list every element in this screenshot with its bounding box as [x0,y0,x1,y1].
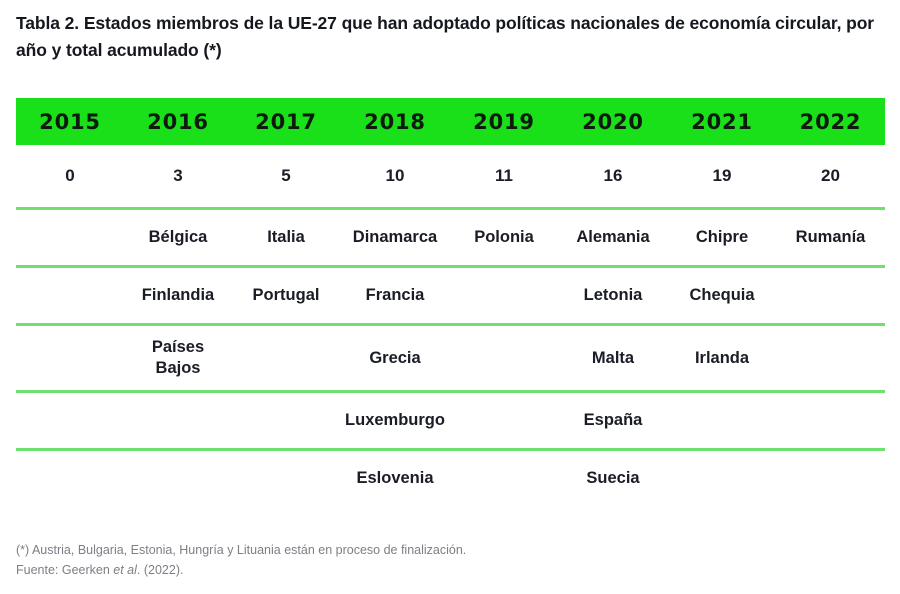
country-label: Francia [365,286,425,304]
country-cell [450,265,558,325]
country-label: Letonia [583,286,643,304]
country-label: Chequia [689,286,755,304]
country-cell [668,448,776,506]
country-label: Alemania [576,228,650,246]
column-header-year: 2022 [776,98,885,145]
country-cell: España [558,390,668,450]
country-cell [16,207,124,267]
country-cell: Suecia [558,448,668,506]
country-cell: Luxemburgo [340,390,450,450]
country-label: Bélgica [148,228,208,246]
cumulative-total-cell: 5 [281,166,291,185]
country-cell: Chequia [668,265,776,325]
country-cell: Italia [232,207,340,267]
cumulative-total-cell: 19 [712,166,732,185]
country-label: Grecia [369,348,421,367]
country-cell [124,448,232,506]
country-label: Malta [591,348,635,367]
country-label: Suecia [586,469,640,487]
table-container: 2015 2016 2017 2018 2019 2020 2021 2022 … [16,98,885,506]
column-header-year: 2021 [668,98,776,145]
table-row: Luxemburgo España [16,390,885,450]
country-cell: Alemania [558,207,668,267]
country-cell: Dinamarca [340,207,450,267]
table-row: Eslovenia Suecia [16,448,885,506]
country-label: Irlanda [694,348,750,367]
country-cell: Malta [558,323,668,392]
country-label: Países Bajos [151,338,205,377]
country-cell: Chipre [668,207,776,267]
cumulative-total-cell: 10 [385,166,405,185]
country-label: Portugal [252,286,320,304]
country-label: Finlandia [141,286,215,304]
cumulative-total-cell: 11 [495,166,513,185]
column-header-year: 2019 [450,98,558,145]
country-cell [450,390,558,450]
cumulative-total-cell: 20 [821,166,840,185]
country-cell: Irlanda [668,323,776,392]
country-cell [776,265,885,325]
country-cell [124,390,232,450]
table-row: Países Bajos Grecia Malta Irlanda [16,323,885,392]
country-label: Polonia [474,228,534,246]
country-cell [450,448,558,506]
footnote-source-suffix: . (2022). [136,563,184,577]
table-row: Finlandia Portugal Francia Letonia Chequ… [16,265,885,325]
country-cell [16,323,124,392]
footnote-source-italic: et al [113,563,137,577]
page-title: Tabla 2. Estados miembros de la UE-27 qu… [16,13,875,60]
country-label: Luxemburgo [345,411,445,429]
table-row: Bélgica Italia Dinamarca Polonia Alemani… [16,207,885,267]
country-cell [16,265,124,325]
country-label: Rumanía [795,228,866,246]
table-header-row: 2015 2016 2017 2018 2019 2020 2021 2022 [16,98,885,145]
column-header-year: 2016 [124,98,232,145]
country-label: Chipre [695,228,749,246]
country-cell [776,390,885,450]
country-label: Italia [267,228,305,246]
country-cell [776,323,885,392]
country-cell: Letonia [558,265,668,325]
cumulative-total-cell: 3 [173,166,183,185]
cumulative-total-row: 0 3 5 10 11 16 19 20 [16,145,885,209]
country-cell [232,448,340,506]
column-header-year: 2017 [232,98,340,145]
footnote-source-prefix: Fuente: Geerken [16,563,114,577]
country-cell [16,448,124,506]
circular-economy-table: 2015 2016 2017 2018 2019 2020 2021 2022 … [16,98,885,506]
country-cell: Polonia [450,207,558,267]
cumulative-total-cell: 16 [603,166,623,185]
country-cell: Países Bajos [124,323,232,392]
country-cell [232,323,340,392]
country-cell: Rumanía [776,207,885,267]
country-cell [668,390,776,450]
country-cell: Grecia [340,323,450,392]
country-cell [776,448,885,506]
country-cell [16,390,124,450]
column-header-year: 2020 [558,98,668,145]
column-header-year: 2015 [16,98,124,145]
country-label: España [583,411,643,429]
footnote-source: Fuente: Geerken et al. (2022). [16,560,876,580]
table-footnotes: (*) Austria, Bulgaria, Estonia, Hungría … [16,540,876,580]
country-cell [232,390,340,450]
column-header-year: 2018 [340,98,450,145]
country-cell: Eslovenia [340,448,450,506]
country-cell: Bélgica [124,207,232,267]
footnote-asterisk-note: (*) Austria, Bulgaria, Estonia, Hungría … [16,543,467,557]
country-cell: Francia [340,265,450,325]
country-cell: Finlandia [124,265,232,325]
country-cell [450,323,558,392]
country-label: Eslovenia [356,469,434,487]
cumulative-total-cell: 0 [65,166,75,185]
country-cell: Portugal [232,265,340,325]
country-label: Dinamarca [352,228,438,246]
